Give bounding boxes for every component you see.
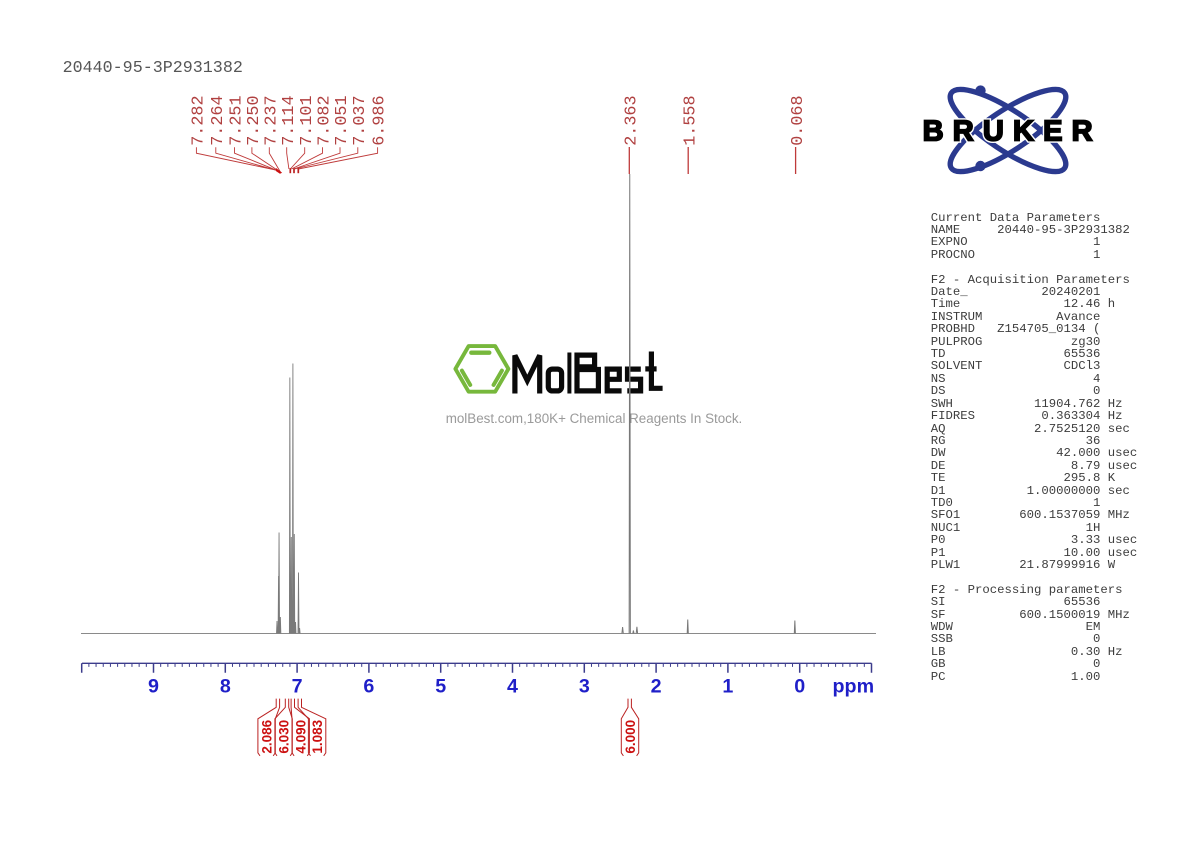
svg-text:7.264: 7.264 [209, 95, 228, 145]
svg-text:molBest.com,180K+ Chemical Rea: molBest.com,180K+ Chemical Reagents In S… [446, 411, 743, 426]
svg-text:0.068: 0.068 [789, 95, 808, 145]
svg-text:6.986: 6.986 [371, 95, 390, 145]
svg-text:6: 6 [363, 676, 374, 698]
svg-text:7.251: 7.251 [228, 95, 247, 145]
svg-text:4.090: 4.090 [294, 720, 309, 754]
svg-text:1.083: 1.083 [310, 719, 325, 753]
svg-text:7.101: 7.101 [298, 95, 317, 145]
svg-text:1.558: 1.558 [682, 95, 701, 145]
svg-text:2.363: 2.363 [623, 95, 642, 145]
svg-text:7.237: 7.237 [262, 95, 281, 145]
svg-text:6.000: 6.000 [623, 720, 638, 754]
svg-text:7.282: 7.282 [190, 95, 209, 145]
svg-text:7.250: 7.250 [245, 95, 264, 145]
svg-text:BRUKER: BRUKER [923, 116, 1102, 148]
svg-text:7.114: 7.114 [280, 95, 299, 145]
svg-text:7.037: 7.037 [351, 95, 370, 145]
svg-text:3: 3 [579, 676, 590, 698]
svg-text:0: 0 [794, 676, 805, 698]
svg-text:7.082: 7.082 [316, 95, 335, 145]
svg-text:ppm: ppm [833, 676, 875, 698]
svg-text:9: 9 [148, 676, 159, 698]
svg-text:4: 4 [507, 676, 518, 698]
svg-text:5: 5 [435, 676, 446, 698]
svg-text:BRUKER: BRUKER [923, 116, 1102, 148]
svg-text:8: 8 [220, 676, 231, 698]
svg-text:1: 1 [722, 676, 733, 698]
svg-text:7.051: 7.051 [333, 95, 352, 145]
svg-text:6.030: 6.030 [277, 720, 292, 754]
svg-text:2: 2 [651, 676, 662, 698]
svg-text:2.086: 2.086 [260, 719, 275, 753]
svg-text:7: 7 [292, 676, 303, 698]
